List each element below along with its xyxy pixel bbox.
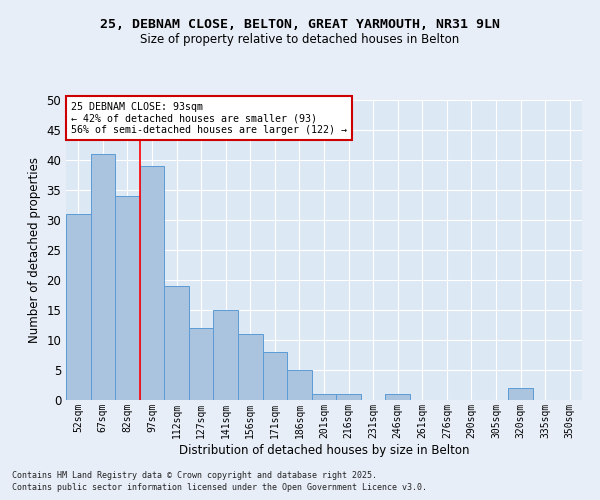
Bar [140, 166, 164, 400]
Bar [115, 196, 140, 400]
X-axis label: Distribution of detached houses by size in Belton: Distribution of detached houses by size … [179, 444, 469, 456]
Text: Contains HM Land Registry data © Crown copyright and database right 2025.: Contains HM Land Registry data © Crown c… [12, 470, 377, 480]
Bar [287, 370, 312, 400]
Bar [238, 334, 263, 400]
Text: 25 DEBNAM CLOSE: 93sqm
← 42% of detached houses are smaller (93)
56% of semi-det: 25 DEBNAM CLOSE: 93sqm ← 42% of detached… [71, 102, 347, 134]
Bar [336, 394, 361, 400]
Y-axis label: Number of detached properties: Number of detached properties [28, 157, 41, 343]
Bar [385, 394, 410, 400]
Bar [91, 154, 115, 400]
Bar [214, 310, 238, 400]
Text: Contains public sector information licensed under the Open Government Licence v3: Contains public sector information licen… [12, 483, 427, 492]
Bar [263, 352, 287, 400]
Text: 25, DEBNAM CLOSE, BELTON, GREAT YARMOUTH, NR31 9LN: 25, DEBNAM CLOSE, BELTON, GREAT YARMOUTH… [100, 18, 500, 30]
Bar [508, 388, 533, 400]
Bar [164, 286, 189, 400]
Bar [66, 214, 91, 400]
Bar [189, 328, 214, 400]
Text: Size of property relative to detached houses in Belton: Size of property relative to detached ho… [140, 32, 460, 46]
Bar [312, 394, 336, 400]
